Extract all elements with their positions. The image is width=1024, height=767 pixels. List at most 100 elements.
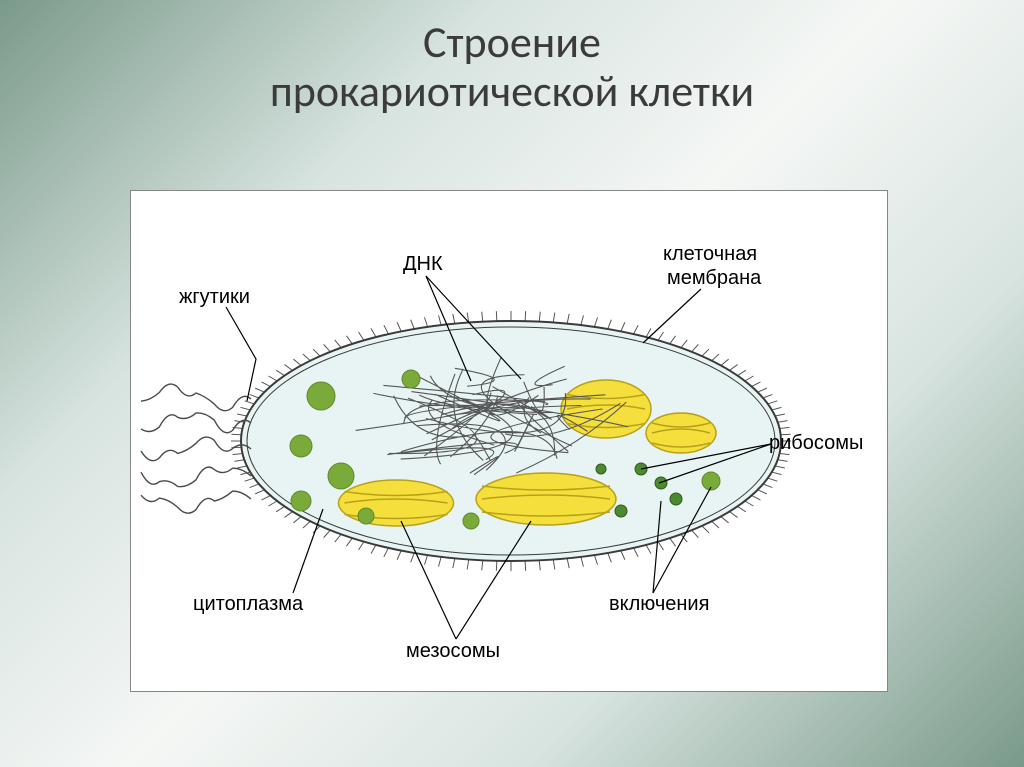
corona-stroke [335,534,341,542]
corona-stroke [284,512,292,518]
corona-stroke [234,460,244,462]
mesosome [646,413,716,453]
corona-stroke [453,314,455,324]
corona-stroke [525,561,526,571]
corona-stroke [768,401,778,404]
corona-stroke [658,542,663,550]
label-dna: ДНК [403,253,443,275]
leader-line [643,289,701,343]
corona-stroke [539,312,540,322]
corona-stroke [237,414,247,416]
corona-stroke [496,561,497,571]
corona-stroke [745,501,754,506]
corona-stroke [397,551,401,560]
inclusion [402,370,420,388]
corona-stroke [237,466,247,468]
corona-stroke [702,526,709,533]
leader-line [293,509,323,593]
corona-stroke [608,553,612,562]
label-flagella: жгутики [179,286,250,308]
corona-stroke [250,394,259,398]
inclusion [307,382,335,410]
corona-stroke [721,359,729,365]
corona-stroke [692,530,699,537]
corona-stroke [567,314,569,324]
corona-stroke [539,560,540,570]
corona-stroke [775,414,785,416]
label-incl: включения [609,593,709,615]
corona-stroke [681,340,687,348]
corona-stroke [772,472,782,475]
corona-stroke [424,317,427,327]
corona-stroke [758,490,767,494]
corona-stroke [303,521,310,528]
corona-stroke [567,558,569,568]
corona-stroke [467,560,469,570]
corona-stroke [752,495,761,500]
corona-stroke [255,490,264,494]
corona-stroke [745,376,754,381]
mesosome [561,380,651,438]
corona-stroke [269,501,278,506]
corona-stroke [276,506,284,511]
corona-stroke [384,548,389,557]
label-ribo: рибосомы [769,432,863,454]
corona-stroke [384,325,389,334]
corona-stroke [775,466,785,468]
corona-stroke [778,460,788,462]
corona-stroke [752,382,761,387]
mesosome [476,473,616,525]
flagellum [141,384,251,411]
inclusion [290,435,312,457]
corona-stroke [763,394,772,398]
ribosome [655,477,667,489]
corona-stroke [335,340,341,348]
inclusion [358,508,374,524]
corona-stroke [553,560,555,570]
corona-stroke [621,551,625,560]
leader-line [226,307,256,401]
corona-stroke [778,421,788,423]
corona-stroke [293,517,301,523]
corona-stroke [768,478,778,481]
corona-stroke [702,349,709,356]
corona-stroke [737,506,745,511]
corona-stroke [670,336,676,344]
corona-stroke [424,555,427,565]
corona-stroke [411,553,415,562]
corona-stroke [712,354,719,361]
label-meso: мезосомы [406,640,500,662]
ribosome [615,505,627,517]
corona-stroke [758,388,767,392]
cell-diagram: жгутикиДНКклеточнаямембранарибосомывключ… [1,1,1024,767]
corona-stroke [737,370,745,375]
corona-stroke [371,328,376,337]
corona-stroke [621,322,625,331]
corona-stroke [780,427,790,428]
corona-stroke [397,322,401,331]
ribosome [670,493,682,505]
corona-stroke [303,354,310,361]
corona-stroke [262,495,271,500]
corona-stroke [371,545,376,554]
corona-stroke [453,558,455,568]
corona-stroke [581,315,584,325]
corona-stroke [721,517,729,523]
corona-stroke [250,484,259,488]
corona-stroke [496,311,497,321]
corona-stroke [581,557,584,567]
corona-stroke [411,320,415,329]
corona-stroke [692,344,699,351]
corona-stroke [729,512,737,518]
corona-stroke [359,542,364,550]
corona-stroke [241,407,251,410]
corona-stroke [231,434,241,435]
corona-stroke [712,521,719,528]
corona-stroke [359,332,364,340]
corona-stroke [670,538,676,546]
corona-stroke [269,376,278,381]
corona-stroke [293,359,301,365]
corona-stroke [439,557,442,567]
corona-stroke [772,407,782,410]
flagellum [141,413,251,433]
